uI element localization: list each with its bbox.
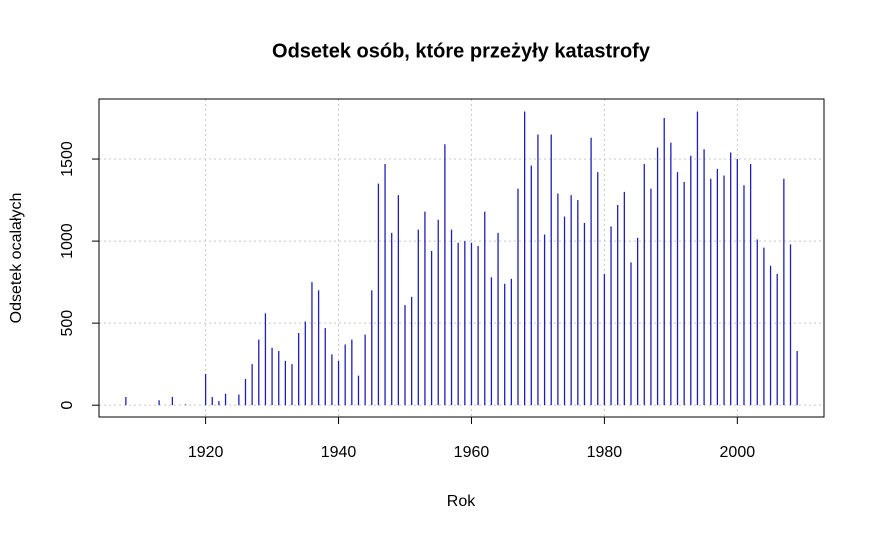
y-axis-label: Odsetek ocalałych bbox=[8, 193, 25, 324]
plot-frame bbox=[98, 98, 825, 418]
y-tick-label: 1000 bbox=[59, 223, 76, 259]
y-tick-label: 500 bbox=[59, 310, 76, 337]
x-tick-label: 1960 bbox=[454, 444, 490, 461]
x-axis-label: Rok bbox=[447, 493, 476, 510]
y-tick-label: 1500 bbox=[59, 141, 76, 177]
x-tick-label: 1920 bbox=[188, 444, 224, 461]
x-tick-label: 1980 bbox=[587, 444, 623, 461]
x-tick-label: 1940 bbox=[321, 444, 357, 461]
y-tick-label: 0 bbox=[59, 401, 76, 410]
chart-title: Odsetek osób, które przeżyły katastrofy bbox=[272, 40, 651, 62]
x-tick-label: 2000 bbox=[720, 444, 756, 461]
